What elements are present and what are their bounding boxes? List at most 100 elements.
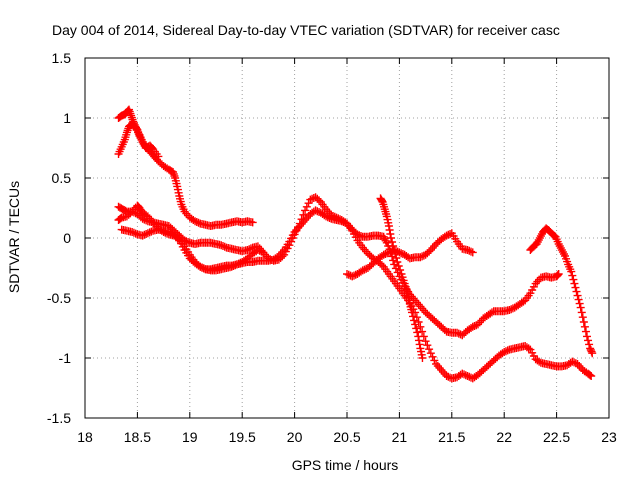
data-point [409,312,418,321]
data-point [395,248,404,257]
data-point [322,212,331,221]
data-point [304,199,313,208]
data-point [580,322,589,331]
data-point [145,228,154,237]
data-point [407,308,416,317]
x-tick-label: 19 [182,429,198,445]
data-point [389,242,398,250]
data-point [194,218,203,227]
data-point [425,247,434,256]
data-point [413,328,422,337]
data-point [394,262,403,270]
data-point [503,346,512,355]
data-point [164,228,173,236]
series-arc-2 [114,120,163,161]
data-point [519,297,528,306]
data-point [218,242,227,250]
data-point [569,275,578,284]
data-point [198,263,207,272]
x-axis-label: GPS time / hours [292,457,399,473]
data-point [574,295,583,304]
data-point [418,354,427,362]
data-point [426,349,435,358]
data-point [344,270,353,279]
data-point [184,238,193,246]
data-point [582,332,591,341]
data-point [126,209,135,218]
data-point [302,202,311,211]
x-tick-label: 21 [392,429,408,445]
data-point [142,230,151,238]
data-point [246,244,255,253]
data-point [421,337,430,346]
axis-ticks [84,57,610,419]
data-point [390,246,399,254]
data-point [586,371,595,380]
data-point [396,266,405,274]
data-point [143,229,152,238]
data-point [217,241,226,250]
data-point [461,371,470,380]
data-point [568,357,577,366]
series-arc-6 [343,229,477,281]
data-point [588,349,597,358]
x-tick-label: 20 [287,429,303,445]
x-tick-label: 22 [496,429,512,445]
data-point [570,358,579,367]
data-point [501,347,510,356]
data-point [166,228,175,237]
data-point [173,233,182,242]
data-point [323,213,332,222]
x-tick-label: 19.5 [229,429,256,445]
data-point [507,305,516,314]
data-point [377,261,386,270]
y-tick-label: 0.5 [52,170,72,186]
data-point [463,372,472,380]
data-point [573,291,582,300]
data-point [456,330,465,339]
data-point [423,341,432,350]
data-point [343,270,351,278]
data-point [391,250,400,258]
data-point [453,328,462,337]
data-point [587,372,596,380]
data-point [579,318,588,326]
data-point [470,322,479,330]
data-point [442,231,451,240]
data-point [358,266,367,275]
data-point [313,207,322,216]
data-point [196,262,205,271]
data-point [381,250,390,258]
data-point [416,322,425,331]
data-point [524,344,533,353]
data-point [412,324,421,333]
data-point [386,247,395,256]
data-point [337,217,346,226]
data-point [575,299,584,308]
data-point [463,246,472,254]
data-point [138,231,147,240]
data-point [418,252,427,261]
data-point [570,279,579,288]
data-point [383,249,392,258]
data-point [410,316,419,325]
data-point [571,283,580,292]
data-point [220,242,229,251]
chart-title: Day 004 of 2014, Sidereal Day-to-day VTE… [52,22,560,38]
data-point [567,267,576,276]
data-point [387,234,396,242]
data-point [245,245,254,254]
data-point [259,248,268,257]
data-point [199,264,208,273]
data-point [578,313,587,322]
x-tick-label: 18 [77,429,93,445]
data-point [425,345,434,354]
series-arc-5 [117,206,596,383]
data-point [248,218,257,227]
data-point [428,352,437,361]
data-point [253,246,262,254]
data-point [487,308,496,317]
data-point [131,229,140,238]
